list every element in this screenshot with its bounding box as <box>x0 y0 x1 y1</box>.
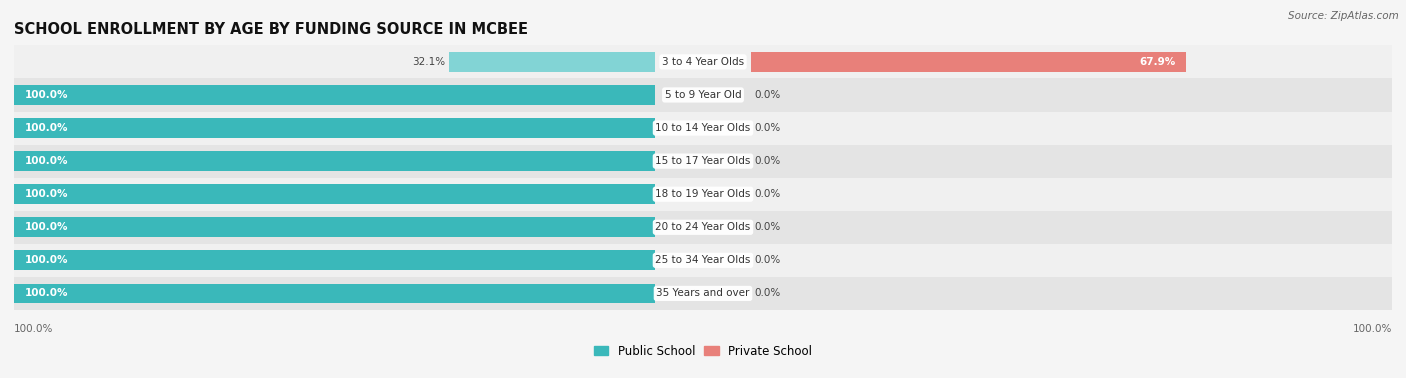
Bar <box>751 52 1187 72</box>
Bar <box>14 85 655 105</box>
Bar <box>14 244 1392 277</box>
Text: 100.0%: 100.0% <box>24 156 67 166</box>
Text: 32.1%: 32.1% <box>412 57 446 67</box>
Text: 20 to 24 Year Olds: 20 to 24 Year Olds <box>655 222 751 232</box>
Bar <box>14 45 1392 79</box>
Text: 18 to 19 Year Olds: 18 to 19 Year Olds <box>655 189 751 199</box>
Text: 10 to 14 Year Olds: 10 to 14 Year Olds <box>655 123 751 133</box>
Text: Source: ZipAtlas.com: Source: ZipAtlas.com <box>1288 11 1399 21</box>
Text: 100.0%: 100.0% <box>24 222 67 232</box>
Text: 0.0%: 0.0% <box>755 189 780 199</box>
Bar <box>14 112 1392 145</box>
Text: 100.0%: 100.0% <box>24 189 67 199</box>
Bar <box>449 52 655 72</box>
Bar <box>14 118 655 138</box>
Text: 15 to 17 Year Olds: 15 to 17 Year Olds <box>655 156 751 166</box>
Text: SCHOOL ENROLLMENT BY AGE BY FUNDING SOURCE IN MCBEE: SCHOOL ENROLLMENT BY AGE BY FUNDING SOUR… <box>14 22 529 37</box>
Bar <box>14 151 655 171</box>
Bar <box>14 79 1392 112</box>
Text: 25 to 34 Year Olds: 25 to 34 Year Olds <box>655 256 751 265</box>
Text: 100.0%: 100.0% <box>1353 324 1392 334</box>
Text: 100.0%: 100.0% <box>24 288 67 298</box>
Text: 100.0%: 100.0% <box>24 256 67 265</box>
Bar <box>14 184 655 204</box>
Text: 3 to 4 Year Olds: 3 to 4 Year Olds <box>662 57 744 67</box>
Bar <box>14 145 1392 178</box>
Text: 5 to 9 Year Old: 5 to 9 Year Old <box>665 90 741 100</box>
Text: 35 Years and over: 35 Years and over <box>657 288 749 298</box>
Bar <box>14 178 1392 211</box>
Text: 100.0%: 100.0% <box>24 90 67 100</box>
Legend: Public School, Private School: Public School, Private School <box>589 340 817 362</box>
Bar <box>14 211 1392 244</box>
Text: 0.0%: 0.0% <box>755 156 780 166</box>
Text: 0.0%: 0.0% <box>755 123 780 133</box>
Text: 100.0%: 100.0% <box>14 324 53 334</box>
Bar <box>14 284 655 303</box>
Text: 0.0%: 0.0% <box>755 288 780 298</box>
Text: 100.0%: 100.0% <box>24 123 67 133</box>
Text: 0.0%: 0.0% <box>755 222 780 232</box>
Text: 0.0%: 0.0% <box>755 256 780 265</box>
Bar <box>14 277 1392 310</box>
Text: 67.9%: 67.9% <box>1140 57 1175 67</box>
Text: 0.0%: 0.0% <box>755 90 780 100</box>
Bar <box>14 217 655 237</box>
Bar <box>14 250 655 270</box>
